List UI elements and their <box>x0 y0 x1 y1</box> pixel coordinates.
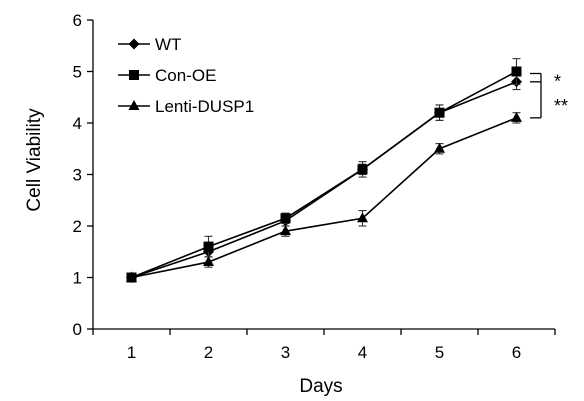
legend-marker <box>128 38 140 50</box>
legend-entry: Lenti-DUSP1 <box>118 97 254 116</box>
legend-marker <box>128 100 140 110</box>
data-point <box>280 225 291 236</box>
y-tick-label: 4 <box>73 114 82 133</box>
data-point <box>203 241 214 252</box>
x-tick-label: 1 <box>127 343 136 362</box>
data-point <box>280 213 291 224</box>
y-tick-label: 0 <box>73 320 82 339</box>
legend-label: Lenti-DUSP1 <box>155 97 254 116</box>
legend: WT Con-OE Lenti-DUSP1 <box>118 35 254 116</box>
series-line <box>131 70 517 279</box>
data-point <box>511 66 522 77</box>
significance-annotations: *** <box>530 72 568 119</box>
data-point <box>203 256 214 267</box>
y-tick-label: 6 <box>73 11 82 30</box>
significance-label: * <box>554 72 561 92</box>
axes: 0 1 2 3 4 5 6 1 2 3 4 5 6 <box>73 11 556 362</box>
legend-label: Con-OE <box>155 66 216 85</box>
data-point <box>434 142 445 153</box>
series-line <box>131 117 517 279</box>
data-point <box>126 271 137 282</box>
x-axis-title: Days <box>299 376 342 397</box>
y-tick-label: 5 <box>73 63 82 82</box>
series-lenti-dusp1 <box>126 111 522 282</box>
data-point <box>357 212 368 223</box>
y-tick-label: 1 <box>73 269 82 288</box>
legend-marker <box>129 70 139 80</box>
data-point <box>434 107 445 118</box>
x-tick-label: 6 <box>512 343 521 362</box>
legend-entry: Con-OE <box>118 66 216 85</box>
y-axis-title: Cell Viability <box>24 108 45 212</box>
x-tick-label: 5 <box>435 343 444 362</box>
x-tick-label: 4 <box>358 343 367 362</box>
series-layer <box>126 58 522 283</box>
y-tick-label: 2 <box>73 217 82 236</box>
x-tick-label: 3 <box>281 343 290 362</box>
series-con-oe <box>126 58 522 283</box>
data-point <box>511 111 522 122</box>
legend-label: WT <box>155 35 181 54</box>
series-line <box>131 81 517 279</box>
data-point <box>357 164 368 175</box>
legend-entry: WT <box>118 35 181 54</box>
significance-label: ** <box>554 96 568 116</box>
y-tick-label: 3 <box>73 166 82 185</box>
x-tick-label: 2 <box>204 343 213 362</box>
